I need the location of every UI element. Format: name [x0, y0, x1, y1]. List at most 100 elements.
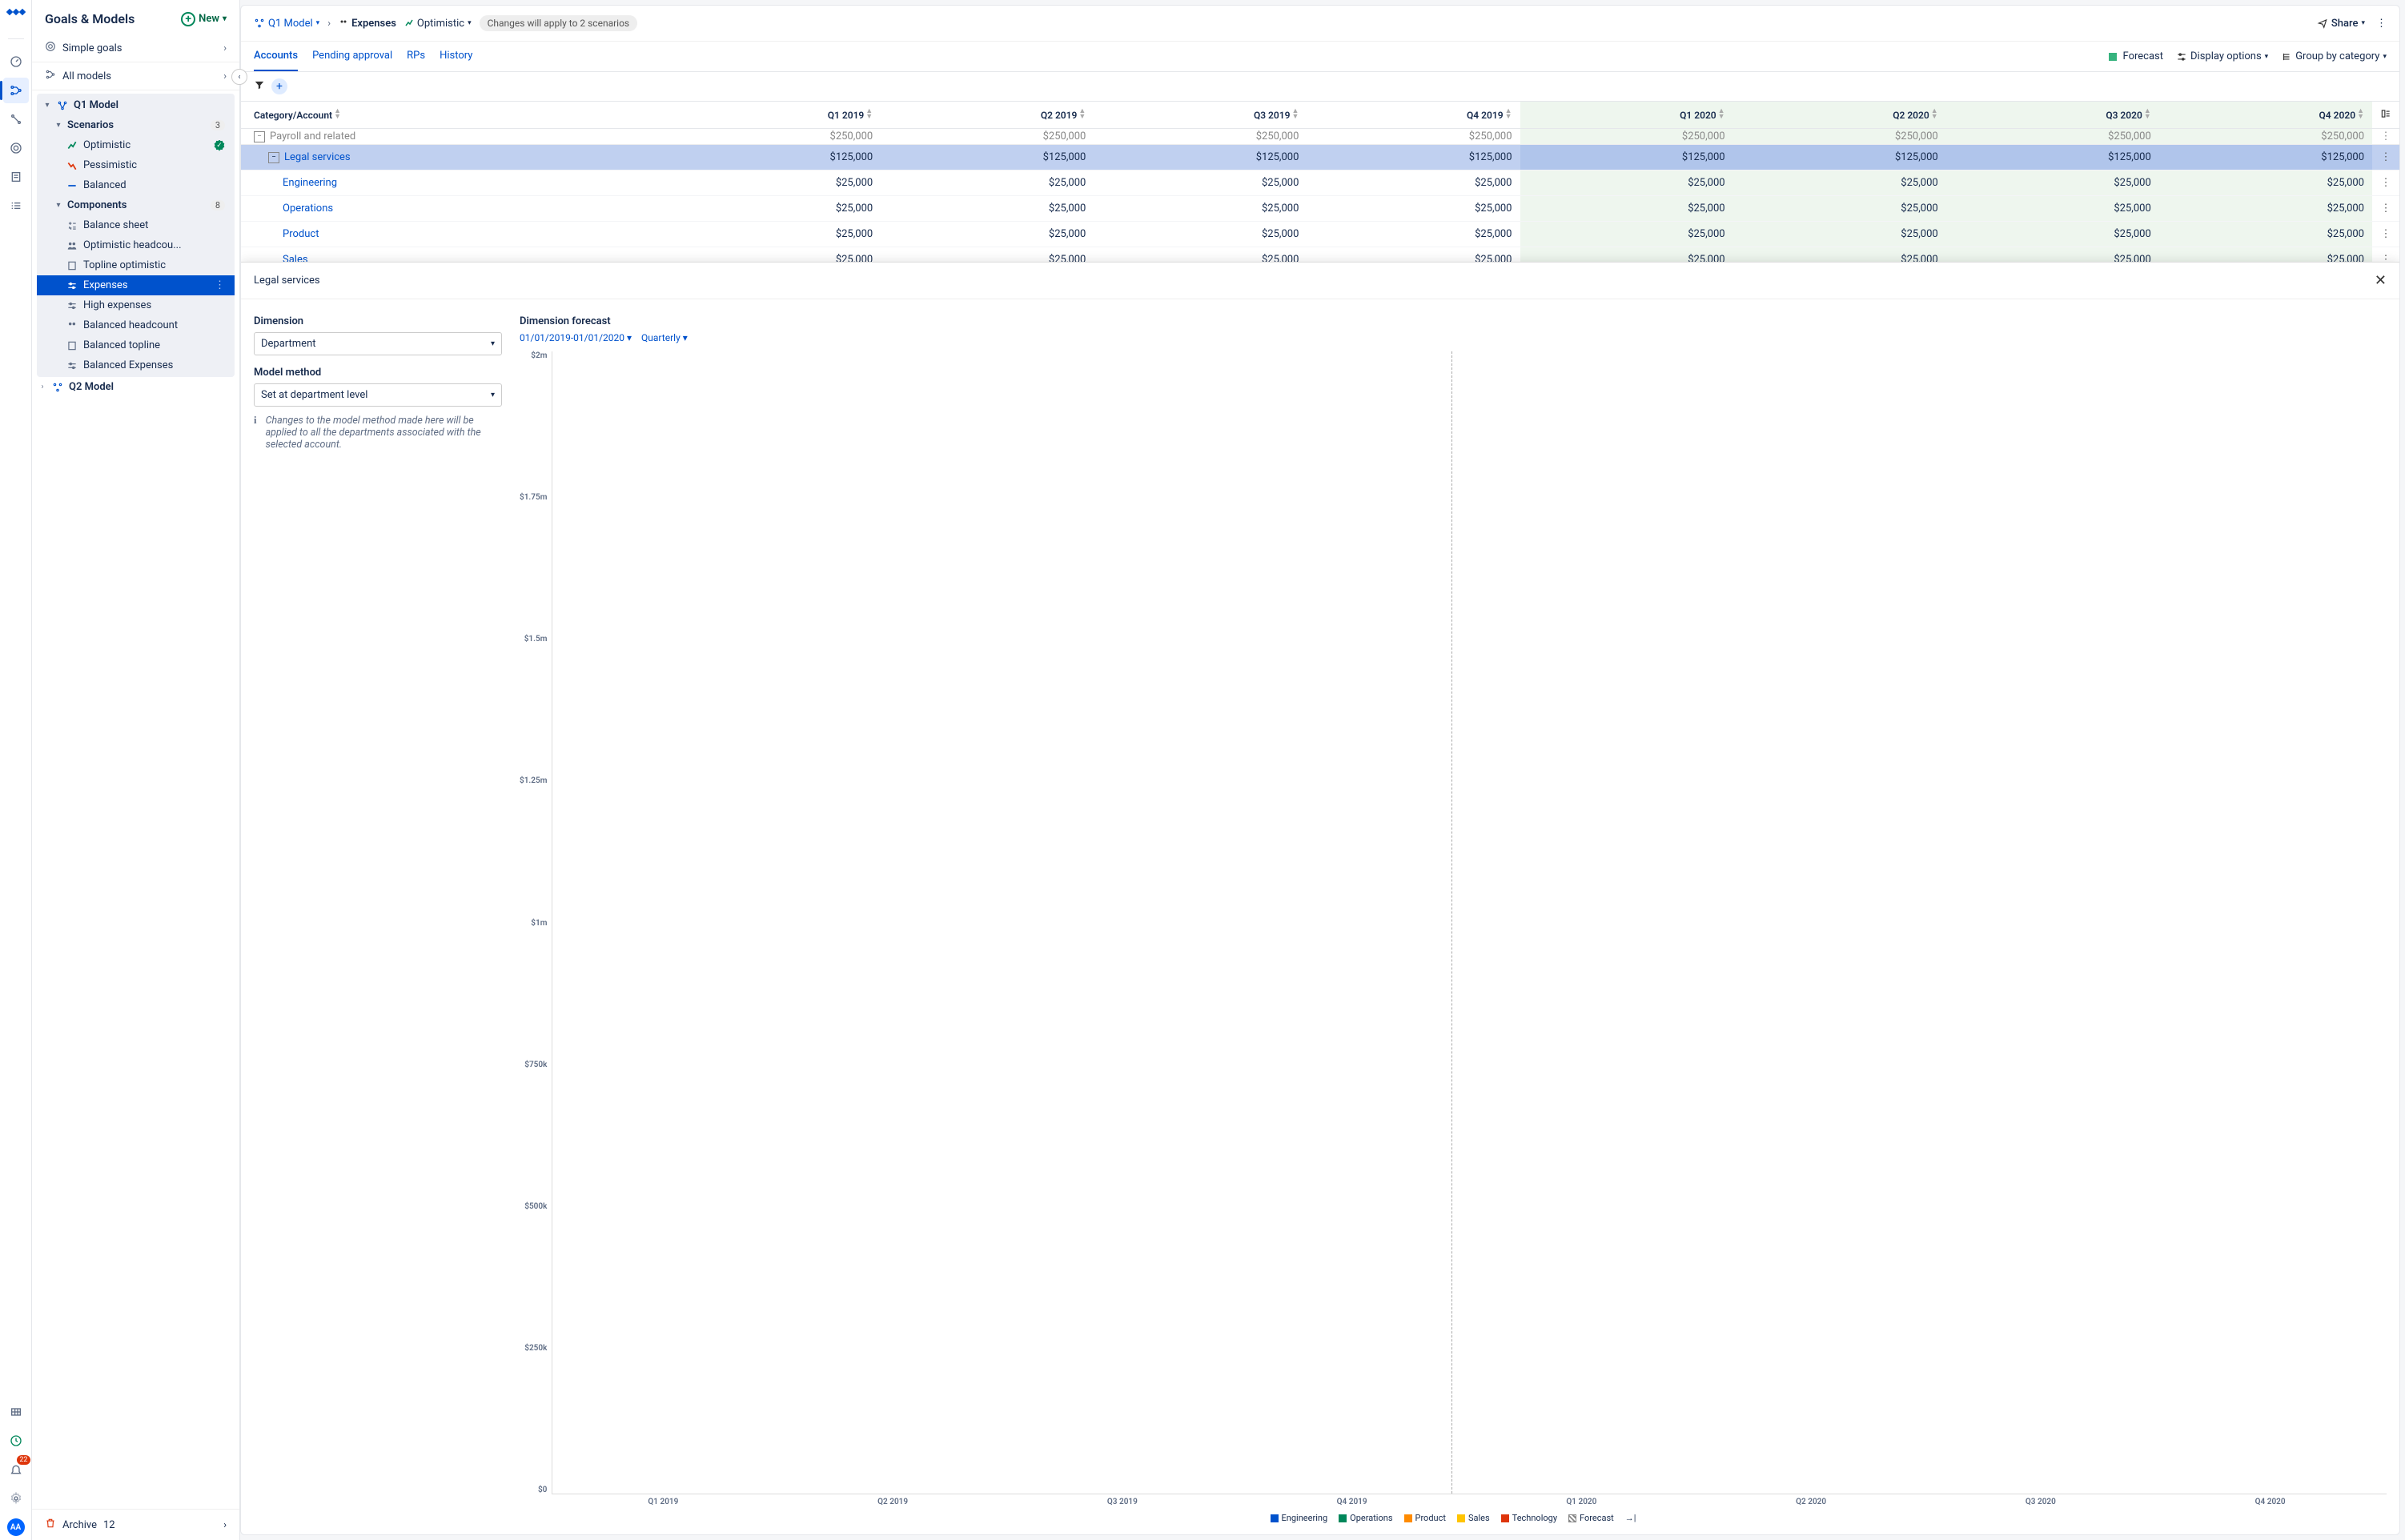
table-row[interactable]: Operations$25,000$25,000$25,000$25,000$2… [241, 196, 2399, 222]
rail-target[interactable] [3, 135, 29, 161]
breadcrumb-model[interactable]: Q1 Model▾ [254, 18, 319, 30]
expand-icon[interactable]: − [268, 152, 279, 163]
rail-settings[interactable] [3, 1486, 29, 1511]
row-menu[interactable]: ⋮ [2372, 145, 2399, 170]
tree-pessimistic[interactable]: Pessimistic [37, 155, 235, 175]
rail-doc[interactable] [3, 164, 29, 190]
col-category[interactable]: Category/Account▲▼ [241, 102, 668, 129]
cell-value: $25,000 [2159, 196, 2372, 222]
tab-pending[interactable]: Pending approval [312, 42, 392, 71]
breadcrumb-expenses: Expenses [339, 18, 396, 30]
col-period[interactable]: Q2 2020▲▼ [1733, 102, 1946, 129]
col-period[interactable]: Q3 2019▲▼ [1094, 102, 1307, 129]
tree-balanced-expenses[interactable]: Balanced Expenses [37, 355, 235, 375]
table-row[interactable]: Engineering$25,000$25,000$25,000$25,000$… [241, 170, 2399, 196]
tree-scenarios[interactable]: ▾ Scenarios 3 [37, 115, 235, 135]
group-by-button[interactable]: Group by category▾ [2281, 50, 2387, 62]
table-row[interactable]: −Payroll and related$250,000$250,000$250… [241, 129, 2399, 145]
cell-value: $250,000 [1094, 129, 1307, 145]
account-name[interactable]: Product [283, 228, 319, 240]
display-options-button[interactable]: Display options▾ [2176, 50, 2268, 62]
panel-title: Legal services [254, 275, 320, 287]
y-tick: $2m [531, 351, 547, 360]
breadcrumb-scenario[interactable]: Optimistic▾ [404, 18, 472, 30]
granularity-link[interactable]: Quarterly ▾ [641, 332, 688, 343]
tree-components[interactable]: ▾ Components 8 [37, 195, 235, 215]
trend-down-icon [66, 160, 78, 171]
col-period[interactable]: Q1 2020▲▼ [1520, 102, 1733, 129]
account-name[interactable]: Operations [283, 203, 333, 215]
account-name[interactable]: Legal services [284, 151, 351, 163]
cell-value: $250,000 [1946, 129, 2159, 145]
people-icon [66, 240, 78, 251]
density-button[interactable] [2372, 102, 2399, 129]
forecast-chart: $2m$1.75m$1.5m$1.25m$1m$750k$500k$250k$0… [520, 351, 2387, 1523]
row-menu[interactable]: ⋮ [2372, 170, 2399, 196]
more-button[interactable]: ⋮ [2376, 18, 2387, 30]
col-period[interactable]: Q3 2020▲▼ [1946, 102, 2159, 129]
sliders-icon [66, 300, 78, 311]
tree-expenses[interactable]: Expenses⋮ [37, 275, 235, 295]
archive-row[interactable]: Archive 12 › [32, 1509, 239, 1540]
rail-dashboard[interactable] [3, 49, 29, 74]
account-name[interactable]: Engineering [283, 177, 337, 189]
tree-high-expenses[interactable]: High expenses [37, 295, 235, 315]
rail-connections[interactable] [3, 106, 29, 132]
sidebar: ‹ Goals & Models +New▾ Simple goals › Al… [32, 0, 240, 1540]
date-range-link[interactable]: 01/01/2019-01/01/2020 ▾ [520, 332, 632, 343]
tree-topline-opt[interactable]: Topline optimistic [37, 255, 235, 275]
collapse-sidebar-button[interactable]: ‹ [231, 69, 247, 85]
tree-balanced-topline[interactable]: Balanced topline [37, 335, 235, 355]
table-row[interactable]: −Legal services$125,000$125,000$125,000$… [241, 145, 2399, 170]
more-icon[interactable]: ⋮ [215, 279, 225, 291]
new-button[interactable]: +New▾ [181, 12, 227, 26]
dimension-select[interactable]: Department▾ [254, 332, 502, 355]
tree-opt-headcount[interactable]: Optimistic headcou... [37, 235, 235, 255]
share-button[interactable]: Share▾ [2317, 18, 2365, 30]
method-select[interactable]: Set at department level▾ [254, 383, 502, 407]
rail-list[interactable] [3, 193, 29, 219]
add-filter-button[interactable]: + [271, 78, 287, 94]
cell-value: $25,000 [1094, 222, 1307, 247]
filter-icon[interactable] [254, 79, 265, 94]
notif-count: 22 [17, 1455, 30, 1465]
cell-value: $25,000 [1946, 222, 2159, 247]
rail-models[interactable] [3, 78, 29, 103]
expand-icon[interactable]: − [254, 131, 265, 142]
y-tick: $0 [538, 1486, 547, 1494]
tree-q2-model[interactable]: › Q2 Model [32, 377, 239, 397]
row-menu[interactable]: ⋮ [2372, 129, 2399, 145]
sliders-icon [66, 360, 78, 371]
tab-history[interactable]: History [440, 42, 472, 71]
x-tick: Q4 2019 [1240, 1498, 1463, 1506]
col-period[interactable]: Q2 2019▲▼ [881, 102, 1094, 129]
forecast-title: Dimension forecast [520, 315, 611, 327]
row-menu[interactable]: ⋮ [2372, 196, 2399, 222]
tree-balanced[interactable]: Balanced [37, 175, 235, 195]
rail-grid[interactable] [3, 1399, 29, 1425]
tree-balance-sheet[interactable]: Balance sheet [37, 215, 235, 235]
rail-avatar[interactable]: AA [3, 1514, 29, 1540]
flat-icon [66, 180, 78, 191]
tree-optimistic[interactable]: Optimistic ✓ [37, 135, 235, 155]
all-models-section[interactable]: All models › [32, 62, 239, 90]
tab-accounts[interactable]: Accounts [254, 42, 298, 71]
col-period[interactable]: Q4 2019▲▼ [1307, 102, 1520, 129]
cell-value: $250,000 [1520, 129, 1733, 145]
cell-value: $25,000 [1307, 170, 1520, 196]
models-icon [45, 69, 56, 83]
col-period[interactable]: Q1 2019▲▼ [668, 102, 881, 129]
cell-value: $125,000 [668, 145, 881, 170]
close-button[interactable]: ✕ [2375, 272, 2387, 289]
tab-rps[interactable]: RPs [407, 42, 425, 71]
rail-clock[interactable] [3, 1428, 29, 1454]
simple-goals-section[interactable]: Simple goals › [32, 34, 239, 62]
sheet-icon [66, 260, 78, 271]
tree-balanced-headcount[interactable]: Balanced headcount [37, 315, 235, 335]
legend-item: Operations [1339, 1513, 1392, 1523]
tree-q1-model[interactable]: ▾ Q1 Model [37, 95, 235, 115]
rail-notifications[interactable]: 22 [3, 1457, 29, 1482]
col-period[interactable]: Q4 2020▲▼ [2159, 102, 2372, 129]
table-row[interactable]: Product$25,000$25,000$25,000$25,000$25,0… [241, 222, 2399, 247]
row-menu[interactable]: ⋮ [2372, 222, 2399, 247]
